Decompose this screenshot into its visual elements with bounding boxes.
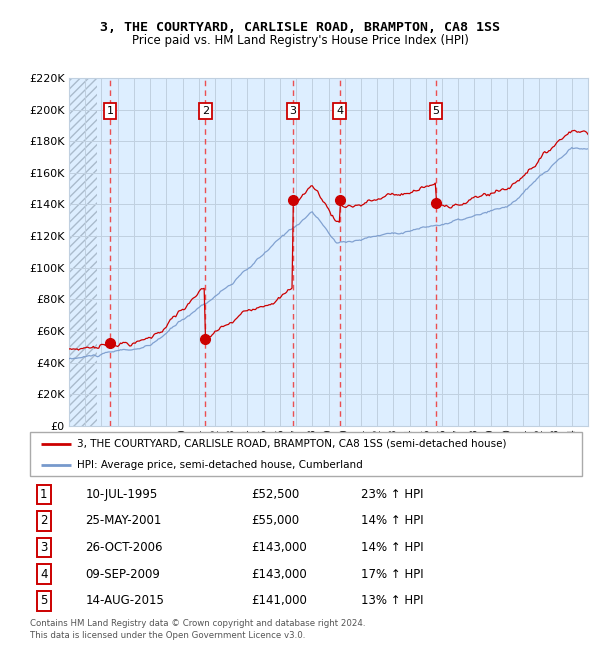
FancyBboxPatch shape: [30, 432, 582, 476]
Text: HPI: Average price, semi-detached house, Cumberland: HPI: Average price, semi-detached house,…: [77, 460, 362, 470]
Text: 5: 5: [433, 106, 439, 116]
Text: 3, THE COURTYARD, CARLISLE ROAD, BRAMPTON, CA8 1SS: 3, THE COURTYARD, CARLISLE ROAD, BRAMPTO…: [100, 21, 500, 34]
Text: 1: 1: [107, 106, 113, 116]
Text: 1: 1: [40, 488, 47, 500]
Text: 3, THE COURTYARD, CARLISLE ROAD, BRAMPTON, CA8 1SS (semi-detached house): 3, THE COURTYARD, CARLISLE ROAD, BRAMPTO…: [77, 439, 506, 448]
Text: 4: 4: [336, 106, 343, 116]
Text: 5: 5: [40, 594, 47, 607]
Text: 14% ↑ HPI: 14% ↑ HPI: [361, 515, 424, 528]
Text: 4: 4: [40, 568, 47, 581]
Text: 26-OCT-2006: 26-OCT-2006: [85, 541, 163, 554]
Text: 14% ↑ HPI: 14% ↑ HPI: [361, 541, 424, 554]
Text: 23% ↑ HPI: 23% ↑ HPI: [361, 488, 424, 500]
Text: 14-AUG-2015: 14-AUG-2015: [85, 594, 164, 607]
Text: £52,500: £52,500: [251, 488, 299, 500]
Text: Contains HM Land Registry data © Crown copyright and database right 2024.
This d: Contains HM Land Registry data © Crown c…: [30, 619, 365, 640]
Text: £141,000: £141,000: [251, 594, 307, 607]
Text: 2: 2: [202, 106, 209, 116]
Text: 17% ↑ HPI: 17% ↑ HPI: [361, 568, 424, 581]
Text: 09-SEP-2009: 09-SEP-2009: [85, 568, 160, 581]
Text: £143,000: £143,000: [251, 568, 307, 581]
Text: £55,000: £55,000: [251, 515, 299, 528]
Text: £143,000: £143,000: [251, 541, 307, 554]
Text: 2: 2: [40, 515, 47, 528]
Text: Price paid vs. HM Land Registry's House Price Index (HPI): Price paid vs. HM Land Registry's House …: [131, 34, 469, 47]
Text: 25-MAY-2001: 25-MAY-2001: [85, 515, 161, 528]
Text: 10-JUL-1995: 10-JUL-1995: [85, 488, 157, 500]
Text: 3: 3: [40, 541, 47, 554]
Text: 13% ↑ HPI: 13% ↑ HPI: [361, 594, 424, 607]
Text: 3: 3: [290, 106, 296, 116]
